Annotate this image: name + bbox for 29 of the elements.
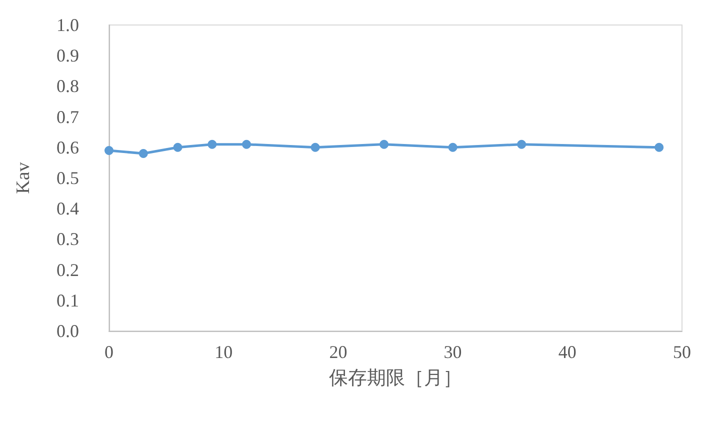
point — [173, 142, 182, 152]
y-tick-label: 0.8 — [56, 76, 79, 96]
point — [380, 140, 389, 149]
y-tick-label: 1.0 — [56, 15, 79, 35]
x-tick-label: 40 — [558, 342, 576, 362]
x-tick-label: 10 — [214, 342, 233, 362]
point — [517, 140, 526, 149]
y-tick-label: 0.0 — [56, 321, 79, 341]
y-tick-label: 0.6 — [56, 137, 79, 158]
y-tick-label: 0.3 — [56, 229, 79, 250]
x-axis-title: 保存期限［月］ — [329, 368, 462, 389]
x-tick-label: 30 — [444, 342, 462, 362]
point — [310, 142, 320, 152]
point — [242, 140, 252, 149]
y-tick-label: 0.2 — [56, 260, 79, 280]
y-tick-label: 0.9 — [56, 46, 79, 66]
x-tick-label: 0 — [104, 342, 114, 362]
point — [448, 142, 458, 152]
y-tick-label: 0.7 — [56, 106, 79, 127]
point — [104, 146, 114, 155]
x-tick-label: 20 — [329, 342, 348, 362]
point — [654, 142, 664, 152]
y-axis-title: Kav — [13, 162, 34, 194]
y-tick-label: 0.1 — [56, 290, 79, 310]
x-tick-label: 50 — [673, 342, 691, 362]
point — [138, 149, 148, 158]
y-tick-label: 0.5 — [56, 168, 79, 188]
point — [208, 140, 217, 149]
y-tick-label: 0.4 — [56, 198, 79, 219]
